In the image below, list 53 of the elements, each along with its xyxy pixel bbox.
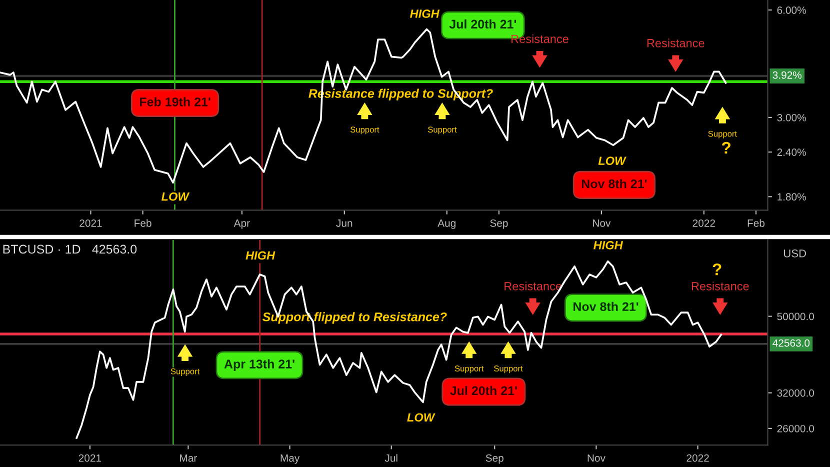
annotation: LOW — [161, 192, 190, 201]
x-tick-label: Aug — [438, 220, 456, 229]
y-tick-label: 50000.0 — [777, 312, 814, 320]
annotation: HIGH — [246, 251, 276, 260]
annotation: LOW — [598, 156, 627, 165]
annotation: Support — [454, 366, 484, 374]
y-tick-label: 26000.0 — [777, 424, 814, 432]
annotation: Resistance — [647, 38, 704, 48]
annotation: Support — [708, 130, 737, 138]
annotation: Resistance — [692, 282, 749, 290]
x-tick-label: Jul — [384, 454, 398, 462]
annotation: Support flipped to Resistance? — [262, 312, 447, 324]
annotation: Support — [170, 368, 200, 376]
annotation: HIGH — [594, 241, 624, 250]
y-tick-label: 3.00% — [777, 114, 806, 122]
annotation: Support — [494, 366, 523, 374]
y-tick-label: 32000.0 — [777, 389, 814, 397]
chart-subtitle: 42563.0 — [92, 244, 137, 254]
annotation: Support — [350, 126, 380, 134]
chart-title: BTCUSD · 1D — [3, 244, 80, 254]
x-tick-label: Mar — [180, 454, 197, 462]
x-tick-label: 2021 — [78, 454, 102, 462]
x-tick-label: May — [280, 454, 300, 464]
y-tick-label: 1.80% — [778, 193, 806, 201]
annotation: Jul 20th 21' — [450, 386, 517, 396]
annotation: Nov 8th 21' — [574, 302, 638, 312]
annotation: HIGH — [410, 10, 440, 18]
annotation: Resistance — [504, 282, 562, 290]
x-tick-label: Feb — [134, 219, 152, 227]
annotation: ? — [722, 142, 730, 154]
x-tick-label: Jun — [336, 220, 352, 227]
y-axis-title: USD — [784, 250, 806, 258]
ref-line-label: 3.92% — [772, 71, 802, 79]
x-tick-label: 2022 — [686, 454, 709, 462]
x-tick-label: Nov — [588, 454, 606, 462]
x-tick-label: Apr — [234, 220, 250, 229]
y-tick-label: 2.40% — [777, 148, 806, 156]
annotation: Feb 19th 21' — [140, 97, 210, 106]
x-tick-label: Sep — [486, 454, 504, 464]
annotation: ? — [712, 263, 722, 276]
annotation: Jul 20th 21' — [449, 19, 516, 29]
annotation: Apr 13th 21' — [224, 359, 294, 371]
annotation: Nov 8th 21' — [582, 179, 647, 188]
ref-line-label: 42563.0 — [772, 339, 810, 347]
x-tick-label: Sep — [490, 219, 508, 229]
y-tick-label: 6.00% — [777, 6, 806, 14]
x-tick-label: 2021 — [80, 219, 102, 227]
annotation: LOW — [407, 413, 436, 422]
x-tick-label: Nov — [593, 220, 611, 227]
x-tick-label: Feb — [748, 219, 765, 227]
annotation: Resistance — [512, 34, 568, 44]
x-tick-label: 2022 — [692, 219, 715, 227]
annotation: Support — [428, 126, 457, 134]
